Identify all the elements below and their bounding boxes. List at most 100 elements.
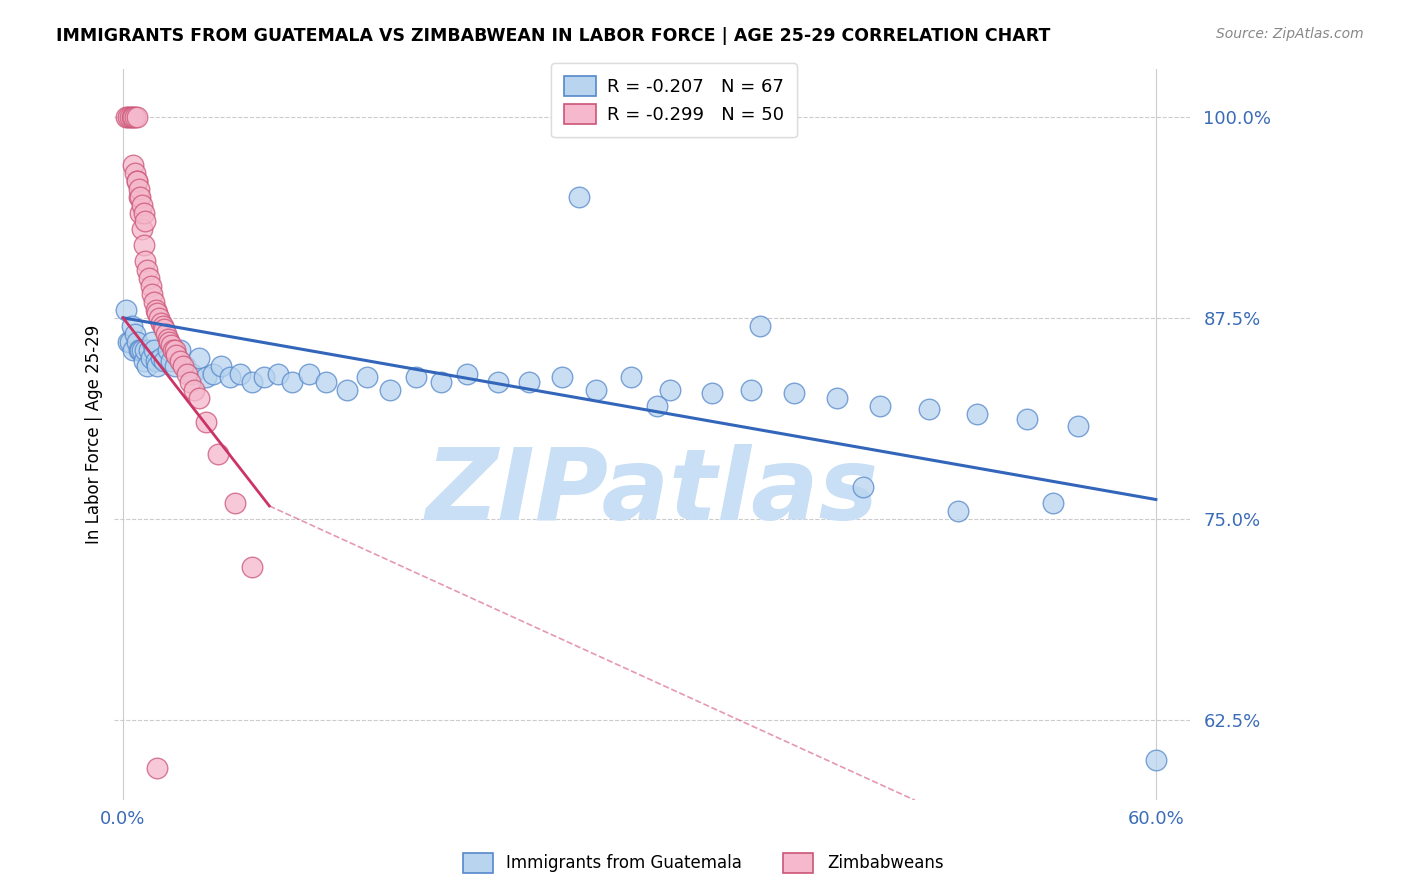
Point [218,370,240,384]
Point [148,310,170,325]
Text: ZIPatlas: ZIPatlas [426,444,879,541]
Point [124,166,146,180]
Point [267,367,290,381]
Legend: R = -0.207   N = 67, R = -0.299   N = 50: R = -0.207 N = 67, R = -0.299 N = 50 [551,63,797,137]
Point [129,343,152,357]
Point [160,354,183,368]
Point [138,270,160,285]
Point [659,383,682,397]
Point [298,367,321,381]
Point [486,375,509,389]
Point [163,343,186,357]
Point [194,415,217,429]
Point [143,294,166,309]
Point [180,367,202,381]
Point [336,383,359,397]
Point [159,334,181,349]
Point [783,386,806,401]
Point [117,334,139,349]
Point [115,110,138,124]
Point [132,354,155,368]
Point [253,370,276,384]
Point [134,214,156,228]
Point [122,158,145,172]
Point [224,496,246,510]
Point [163,359,186,373]
Point [122,343,145,357]
Point [946,504,969,518]
Point [131,222,153,236]
Point [141,334,163,349]
Point [194,370,217,384]
Point [966,407,988,421]
Point [187,351,209,365]
Point [124,326,146,341]
Point [131,198,153,212]
Point [134,343,156,357]
Point [143,343,166,357]
Point [201,367,224,381]
Point [117,110,139,124]
Point [740,383,762,397]
Point [125,174,148,188]
Point [280,375,302,389]
Point [456,367,478,381]
Point [128,190,150,204]
Point [183,383,205,397]
Point [700,386,723,401]
Point [132,206,155,220]
Point [138,343,160,357]
Point [146,359,169,373]
Point [118,110,141,124]
Point [145,354,167,368]
Point [240,560,263,574]
Point [139,351,162,365]
Point [176,367,198,381]
Point [179,375,201,389]
Point [827,391,849,405]
Point [121,110,143,124]
Point [128,343,150,357]
Point [517,375,540,389]
Point [156,343,179,357]
Point [152,318,174,333]
Point [115,302,138,317]
Point [1015,412,1038,426]
Point [748,318,770,333]
Point [122,110,145,124]
Point [169,354,191,368]
Point [1042,496,1064,510]
Point [162,343,184,357]
Point [153,354,176,368]
Point [229,367,252,381]
Point [430,375,453,389]
Y-axis label: In Labor Force | Age 25-29: In Labor Force | Age 25-29 [86,325,103,544]
Point [118,334,141,349]
Point [172,359,194,373]
Point [568,190,591,204]
Point [207,447,229,461]
Point [155,326,177,341]
Point [125,174,148,188]
Point [156,332,179,346]
Text: IMMIGRANTS FROM GUATEMALA VS ZIMBABWEAN IN LABOR FORCE | AGE 25-29 CORRELATION C: IMMIGRANTS FROM GUATEMALA VS ZIMBABWEAN … [56,27,1050,45]
Point [139,278,162,293]
Point [551,370,574,384]
Point [131,343,153,357]
Point [132,238,155,252]
Point [169,343,191,357]
Point [121,318,143,333]
Point [129,206,152,220]
Point [585,383,607,397]
Point [240,375,263,389]
Text: Source: ZipAtlas.com: Source: ZipAtlas.com [1216,27,1364,41]
Point [852,480,875,494]
Point [187,391,209,405]
Point [149,351,172,365]
Point [209,359,232,373]
Point [405,370,427,384]
Point [124,110,146,124]
Point [917,402,939,417]
Point [160,338,183,352]
Point [145,302,167,317]
